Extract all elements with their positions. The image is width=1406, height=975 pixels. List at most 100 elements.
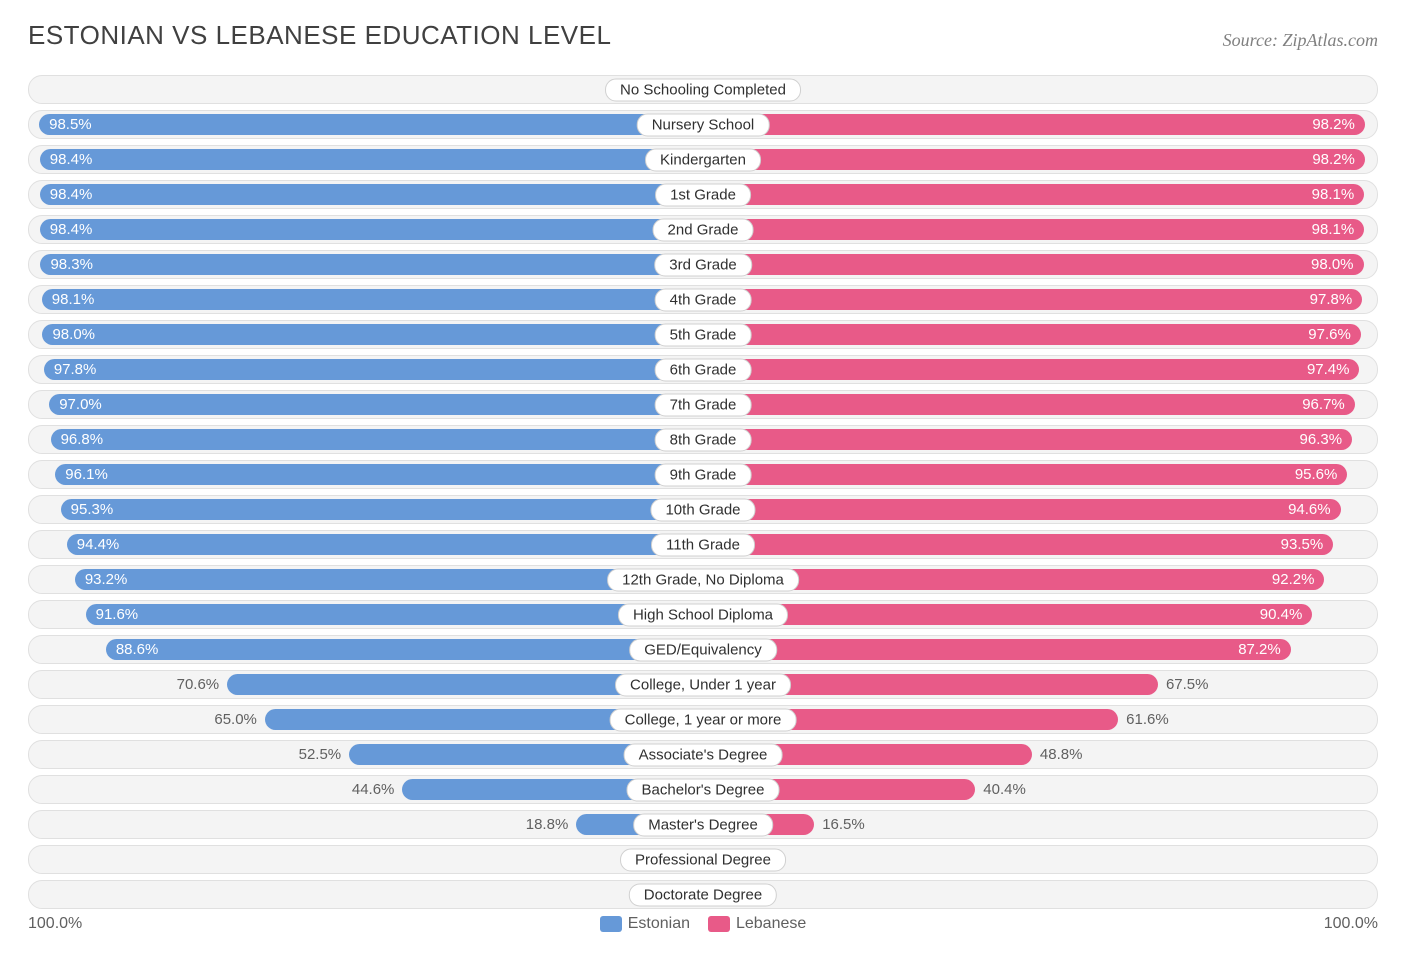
value-left: 97.0% xyxy=(49,391,102,418)
category-label: 8th Grade xyxy=(655,428,752,451)
value-right: 40.4% xyxy=(975,776,1026,803)
category-label: No Schooling Completed xyxy=(605,78,801,101)
chart-row: 96.1%95.6%9th Grade xyxy=(28,460,1378,489)
value-left: 98.4% xyxy=(40,146,93,173)
value-right: 48.8% xyxy=(1032,741,1083,768)
chart-row: 94.4%93.5%11th Grade xyxy=(28,530,1378,559)
bar-right xyxy=(703,149,1365,170)
bar-left xyxy=(61,499,703,520)
value-left: 88.6% xyxy=(106,636,159,663)
category-label: College, Under 1 year xyxy=(615,673,791,696)
bar-right xyxy=(703,534,1333,555)
bar-right xyxy=(703,499,1341,520)
legend-item-right: Lebanese xyxy=(708,915,806,933)
chart-row: 98.4%98.1%2nd Grade xyxy=(28,215,1378,244)
category-label: Bachelor's Degree xyxy=(627,778,780,801)
chart-row: 1.6%1.9%No Schooling Completed xyxy=(28,75,1378,104)
chart-row: 97.0%96.7%7th Grade xyxy=(28,390,1378,419)
category-label: 5th Grade xyxy=(655,323,752,346)
legend-swatch-right xyxy=(708,916,730,932)
bar-right xyxy=(703,359,1359,380)
chart-row: 98.4%98.1%1st Grade xyxy=(28,180,1378,209)
chart-row: 6.0%5.0%Professional Degree xyxy=(28,845,1378,874)
value-right: 87.2% xyxy=(1238,636,1291,663)
category-label: 10th Grade xyxy=(650,498,755,521)
axis-max-right: 100.0% xyxy=(1324,915,1378,933)
category-label: Professional Degree xyxy=(620,848,786,871)
bar-left xyxy=(42,289,703,310)
value-right: 61.6% xyxy=(1118,706,1169,733)
value-left: 98.3% xyxy=(40,251,93,278)
bar-left xyxy=(67,534,703,555)
value-left: 94.4% xyxy=(67,531,120,558)
value-left: 95.3% xyxy=(61,496,114,523)
value-right: 16.5% xyxy=(814,811,865,838)
bar-left xyxy=(40,254,703,275)
bar-left xyxy=(55,464,703,485)
category-label: 9th Grade xyxy=(655,463,752,486)
legend: Estonian Lebanese xyxy=(600,915,807,933)
chart-row: 70.6%67.5%College, Under 1 year xyxy=(28,670,1378,699)
chart-row: 91.6% 90.4% High School Diploma xyxy=(28,600,1378,629)
chart-row: 44.6% 40.4% Bachelor's Degree xyxy=(28,775,1378,804)
chart-title: ESTONIAN VS LEBANESE EDUCATION LEVEL xyxy=(28,20,611,51)
bar-right xyxy=(703,114,1365,135)
chart-row: 95.3% 94.6% 10th Grade xyxy=(28,495,1378,524)
legend-swatch-left xyxy=(600,916,622,932)
bar-left xyxy=(51,429,703,450)
axis-max-left: 100.0% xyxy=(28,915,82,933)
value-left: 98.5% xyxy=(39,111,92,138)
value-right: 92.2% xyxy=(1272,566,1325,593)
value-left: 91.6% xyxy=(86,601,139,628)
value-left: 70.6% xyxy=(177,671,228,698)
value-left: 65.0% xyxy=(214,706,265,733)
category-label: GED/Equivalency xyxy=(629,638,777,661)
category-label: College, 1 year or more xyxy=(610,708,797,731)
chart-row: 88.6% 87.2% GED/Equivalency xyxy=(28,635,1378,664)
category-label: Master's Degree xyxy=(633,813,773,836)
chart-row: 52.5%48.8%Associate's Degree xyxy=(28,740,1378,769)
chart-row: 98.5%98.2%Nursery School xyxy=(28,110,1378,139)
value-right: 96.7% xyxy=(1302,391,1355,418)
value-right: 97.6% xyxy=(1308,321,1361,348)
chart-row: 98.0% 97.6% 5th Grade xyxy=(28,320,1378,349)
bar-right xyxy=(703,324,1361,345)
value-left: 93.2% xyxy=(75,566,128,593)
source-link[interactable]: ZipAtlas.com xyxy=(1282,30,1378,50)
value-right: 95.6% xyxy=(1295,461,1348,488)
value-right: 90.4% xyxy=(1260,601,1313,628)
bar-right xyxy=(703,219,1364,240)
bar-right xyxy=(703,394,1355,415)
category-label: High School Diploma xyxy=(618,603,788,626)
value-right: 94.6% xyxy=(1288,496,1341,523)
category-label: 1st Grade xyxy=(655,183,751,206)
value-left: 96.8% xyxy=(51,426,104,453)
value-right: 97.8% xyxy=(1310,286,1363,313)
bar-left xyxy=(49,394,703,415)
category-label: 6th Grade xyxy=(655,358,752,381)
value-left: 44.6% xyxy=(352,776,403,803)
chart-row: 18.8% 16.5% Master's Degree xyxy=(28,810,1378,839)
bar-right xyxy=(703,604,1312,625)
bar-left xyxy=(39,114,703,135)
value-left: 98.0% xyxy=(42,321,95,348)
value-left: 98.4% xyxy=(40,216,93,243)
source-label: Source: xyxy=(1223,30,1278,50)
category-label: Associate's Degree xyxy=(624,743,783,766)
category-label: 12th Grade, No Diploma xyxy=(607,568,799,591)
category-label: Doctorate Degree xyxy=(629,883,777,906)
category-label: 11th Grade xyxy=(651,533,755,556)
value-left: 18.8% xyxy=(526,811,577,838)
value-right: 98.2% xyxy=(1312,111,1365,138)
diverging-bar-chart: 1.6%1.9%No Schooling Completed 98.5% 98.2%… xyxy=(28,75,1378,909)
bar-left xyxy=(86,604,703,625)
value-left: 97.8% xyxy=(44,356,97,383)
value-right: 96.3% xyxy=(1300,426,1353,453)
bar-left xyxy=(42,324,703,345)
value-right: 98.0% xyxy=(1311,251,1364,278)
bar-right xyxy=(703,464,1347,485)
bar-left xyxy=(106,639,703,660)
chart-row: 93.2% 92.2% 12th Grade, No Diploma xyxy=(28,565,1378,594)
bar-right xyxy=(703,289,1362,310)
legend-label-right: Lebanese xyxy=(736,915,806,933)
